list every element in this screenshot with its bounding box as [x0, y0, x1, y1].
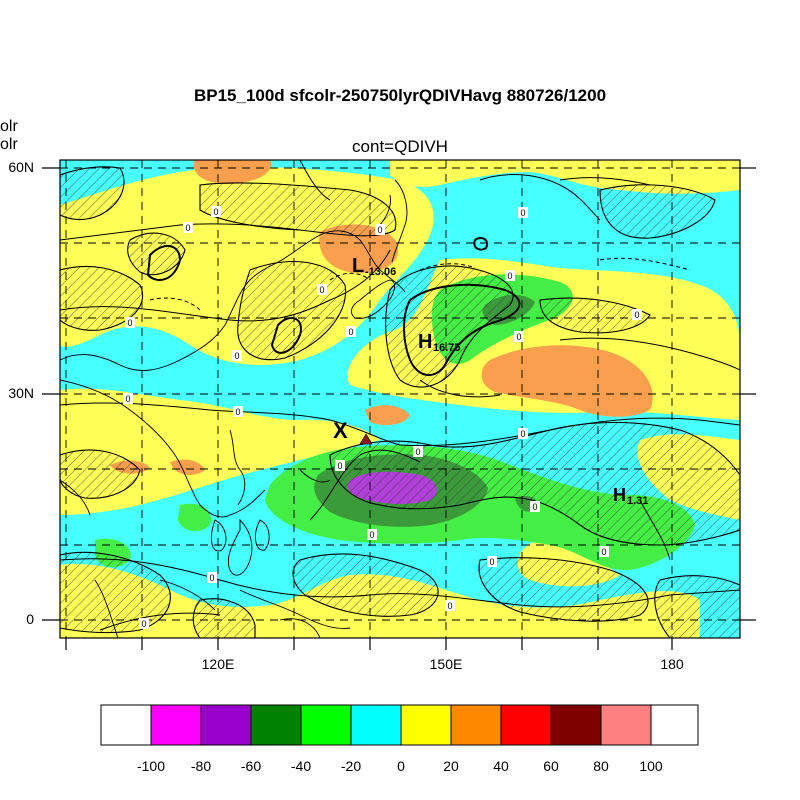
colorbar-cell [150, 704, 202, 746]
map-plot-area [60, 160, 740, 638]
high-value-2: 1.31 [627, 495, 648, 507]
contour-label: 0 [601, 547, 606, 557]
colorbar-cell [650, 704, 699, 746]
high-value-1: 16.75 [433, 342, 461, 354]
lon-label-180: 180 [660, 656, 684, 672]
contour-label: 0 [185, 223, 190, 233]
colorbar-cell [300, 704, 352, 746]
contour-label: 0 [415, 447, 420, 457]
colorbar-cell [600, 704, 652, 746]
colorbar-label: -100 [136, 758, 166, 774]
contour-label: 0 [125, 394, 130, 404]
left-label-2: olr [0, 136, 18, 153]
figure-title: BP15_100d sfcolr-250750lyrQDIVHavg 88072… [193, 86, 607, 105]
contour-label: 0 [235, 407, 240, 417]
contour-label: 0 [532, 502, 537, 512]
colorbar-label: 20 [443, 758, 459, 774]
map-frame [59, 159, 741, 639]
contour-label: 0 [507, 271, 512, 281]
colorbar-label: 40 [493, 758, 509, 774]
pressure-annotations: L -13.06 H 16.75 H 1.31 X [333, 255, 648, 507]
low-value: -13.06 [365, 266, 396, 278]
left-label-1: olr [0, 118, 18, 135]
contour-label: 0 [447, 601, 452, 611]
high-letter-1: H [418, 331, 432, 353]
colorbar-label: -60 [240, 758, 262, 774]
contour-labels: 0 0 0 0 0 0 0 0 0 0 0 0 0 0 0 0 0 0 0 0 … [123, 206, 642, 629]
colorbar-cell [450, 704, 502, 746]
contour-label: 0 [489, 557, 494, 567]
contour-label: 0 [520, 429, 525, 439]
colorbar-cell [250, 704, 302, 746]
colorbar-label: -80 [190, 758, 212, 774]
contour-label: 0 [337, 461, 342, 471]
colorbar [100, 704, 699, 746]
low-letter: L [352, 255, 364, 277]
lat-label-30n: 30N [8, 385, 34, 401]
colorbar-cell [200, 704, 252, 746]
colorbar-label: -40 [290, 758, 312, 774]
contour-label: 0 [127, 318, 132, 328]
colorbar-label: 80 [593, 758, 609, 774]
x-marker: X [333, 418, 348, 443]
contour-label: 0 [141, 619, 146, 629]
lon-label-150e: 150E [429, 656, 463, 672]
contour-label: 0 [520, 208, 525, 218]
colorbar-label: 0 [397, 758, 405, 774]
colorbar-cell [550, 704, 602, 746]
hatched-regions [60, 166, 740, 638]
colorbar-label: -20 [340, 758, 362, 774]
lon-label-120e: 120E [201, 656, 235, 672]
contour-label: 0 [377, 225, 382, 235]
contour-label: 0 [634, 310, 639, 320]
contour-label: 0 [319, 285, 324, 295]
map-grid [60, 160, 740, 638]
contour-label: 0 [209, 573, 214, 583]
contour-label: 0 [348, 327, 353, 337]
contour-label: 0 [516, 332, 521, 342]
axis-ticks [42, 167, 756, 650]
field-orange-regions [110, 160, 653, 475]
colorbar-label: 100 [639, 758, 663, 774]
triangle-marker [359, 433, 373, 445]
colorbar-cell [500, 704, 552, 746]
colorbar-cell [350, 704, 402, 746]
contour-label: 0 [369, 530, 374, 540]
contour-label: 0 [213, 207, 218, 217]
colorbar-cell [100, 704, 152, 746]
colorbar-label: 60 [543, 758, 559, 774]
figure-subtitle: cont=QDIVH [352, 137, 448, 156]
contour-label: 0 [234, 351, 239, 361]
high-letter-2: H [613, 485, 626, 505]
colorbar-cell [400, 704, 452, 746]
lat-label-60n: 60N [8, 159, 34, 175]
lat-label-0: 0 [26, 611, 34, 627]
